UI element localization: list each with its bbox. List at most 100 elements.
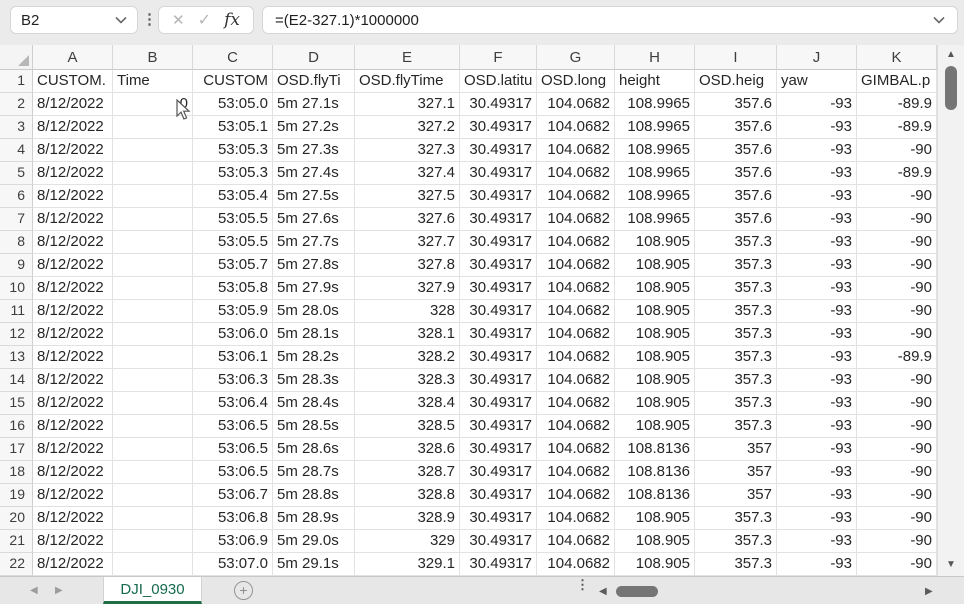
cell-G8[interactable]: 104.0682 — [537, 231, 615, 254]
cell-H20[interactable]: 108.905 — [615, 507, 695, 530]
cell-K1[interactable]: GIMBAL.p — [857, 70, 937, 93]
cell-I18[interactable]: 357 — [695, 461, 777, 484]
cell-H2[interactable]: 108.9965 — [615, 93, 695, 116]
cell-C16[interactable]: 53:06.5 — [193, 415, 273, 438]
row-header-18[interactable]: 18 — [0, 461, 33, 484]
cell-F6[interactable]: 30.49317 — [460, 185, 537, 208]
cell-B7[interactable] — [113, 208, 193, 231]
row-header-9[interactable]: 9 — [0, 254, 33, 277]
cell-D22[interactable]: 5m 29.1s — [273, 553, 355, 576]
cell-F17[interactable]: 30.49317 — [460, 438, 537, 461]
cell-J7[interactable]: -93 — [777, 208, 857, 231]
cell-A9[interactable]: 8/12/2022 — [33, 254, 113, 277]
cell-D3[interactable]: 5m 27.2s — [273, 116, 355, 139]
column-header-K[interactable]: K — [857, 45, 937, 70]
row-header-19[interactable]: 19 — [0, 484, 33, 507]
cell-K8[interactable]: -90 — [857, 231, 937, 254]
cell-D11[interactable]: 5m 28.0s — [273, 300, 355, 323]
cell-E3[interactable]: 327.2 — [355, 116, 460, 139]
cell-E8[interactable]: 327.7 — [355, 231, 460, 254]
cell-F14[interactable]: 30.49317 — [460, 369, 537, 392]
cell-H5[interactable]: 108.9965 — [615, 162, 695, 185]
cell-H17[interactable]: 108.8136 — [615, 438, 695, 461]
cell-J19[interactable]: -93 — [777, 484, 857, 507]
cell-G11[interactable]: 104.0682 — [537, 300, 615, 323]
row-header-4[interactable]: 4 — [0, 139, 33, 162]
cell-G12[interactable]: 104.0682 — [537, 323, 615, 346]
cell-F20[interactable]: 30.49317 — [460, 507, 537, 530]
cell-H15[interactable]: 108.905 — [615, 392, 695, 415]
cell-J18[interactable]: -93 — [777, 461, 857, 484]
cell-D8[interactable]: 5m 27.7s — [273, 231, 355, 254]
cell-B4[interactable] — [113, 139, 193, 162]
cell-E16[interactable]: 328.5 — [355, 415, 460, 438]
cell-K20[interactable]: -90 — [857, 507, 937, 530]
cell-H8[interactable]: 108.905 — [615, 231, 695, 254]
cell-H10[interactable]: 108.905 — [615, 277, 695, 300]
cell-I11[interactable]: 357.3 — [695, 300, 777, 323]
vertical-scrollbar-thumb[interactable] — [945, 66, 957, 110]
cell-B10[interactable] — [113, 277, 193, 300]
cell-B12[interactable] — [113, 323, 193, 346]
row-header-13[interactable]: 13 — [0, 346, 33, 369]
cancel-entry-icon[interactable]: ✕ — [172, 12, 185, 29]
cell-C19[interactable]: 53:06.7 — [193, 484, 273, 507]
cell-E12[interactable]: 328.1 — [355, 323, 460, 346]
cell-G18[interactable]: 104.0682 — [537, 461, 615, 484]
new-sheet-icon[interactable]: + — [234, 581, 253, 600]
cell-K5[interactable]: -89.9 — [857, 162, 937, 185]
cell-C11[interactable]: 53:05.9 — [193, 300, 273, 323]
cell-D15[interactable]: 5m 28.4s — [273, 392, 355, 415]
cell-A5[interactable]: 8/12/2022 — [33, 162, 113, 185]
cell-I8[interactable]: 357.3 — [695, 231, 777, 254]
toolbar-drag-handle-icon[interactable]: ⋮ — [142, 11, 157, 28]
cell-G1[interactable]: OSD.long — [537, 70, 615, 93]
cell-F19[interactable]: 30.49317 — [460, 484, 537, 507]
row-header-8[interactable]: 8 — [0, 231, 33, 254]
cell-E10[interactable]: 327.9 — [355, 277, 460, 300]
cell-I17[interactable]: 357 — [695, 438, 777, 461]
next-sheet-icon[interactable]: ▶ — [55, 585, 63, 596]
cell-B8[interactable] — [113, 231, 193, 254]
cell-K15[interactable]: -90 — [857, 392, 937, 415]
cell-J11[interactable]: -93 — [777, 300, 857, 323]
cell-C9[interactable]: 53:05.7 — [193, 254, 273, 277]
cell-F12[interactable]: 30.49317 — [460, 323, 537, 346]
cell-A3[interactable]: 8/12/2022 — [33, 116, 113, 139]
cell-F15[interactable]: 30.49317 — [460, 392, 537, 415]
cell-A13[interactable]: 8/12/2022 — [33, 346, 113, 369]
row-header-22[interactable]: 22 — [0, 553, 33, 576]
select-all-corner[interactable] — [0, 45, 33, 70]
cell-H6[interactable]: 108.9965 — [615, 185, 695, 208]
row-header-15[interactable]: 15 — [0, 392, 33, 415]
cell-A22[interactable]: 8/12/2022 — [33, 553, 113, 576]
horizontal-scrollbar-thumb[interactable] — [616, 586, 658, 597]
cell-C3[interactable]: 53:05.1 — [193, 116, 273, 139]
cell-D13[interactable]: 5m 28.2s — [273, 346, 355, 369]
cell-I21[interactable]: 357.3 — [695, 530, 777, 553]
cell-I14[interactable]: 357.3 — [695, 369, 777, 392]
cell-J20[interactable]: -93 — [777, 507, 857, 530]
cell-E7[interactable]: 327.6 — [355, 208, 460, 231]
cell-A8[interactable]: 8/12/2022 — [33, 231, 113, 254]
cell-G16[interactable]: 104.0682 — [537, 415, 615, 438]
column-header-A[interactable]: A — [33, 45, 113, 70]
previous-sheet-icon[interactable]: ◀ — [30, 585, 38, 596]
cell-J1[interactable]: yaw — [777, 70, 857, 93]
row-header-21[interactable]: 21 — [0, 530, 33, 553]
cell-C2[interactable]: 53:05.0 — [193, 93, 273, 116]
cell-J6[interactable]: -93 — [777, 185, 857, 208]
cell-G14[interactable]: 104.0682 — [537, 369, 615, 392]
cell-K17[interactable]: -90 — [857, 438, 937, 461]
cell-E6[interactable]: 327.5 — [355, 185, 460, 208]
cell-E19[interactable]: 328.8 — [355, 484, 460, 507]
cell-F22[interactable]: 30.49317 — [460, 553, 537, 576]
cell-A11[interactable]: 8/12/2022 — [33, 300, 113, 323]
cell-D14[interactable]: 5m 28.3s — [273, 369, 355, 392]
cell-K4[interactable]: -90 — [857, 139, 937, 162]
cell-B11[interactable] — [113, 300, 193, 323]
column-header-J[interactable]: J — [777, 45, 857, 70]
cell-K2[interactable]: -89.9 — [857, 93, 937, 116]
cell-I13[interactable]: 357.3 — [695, 346, 777, 369]
cell-J22[interactable]: -93 — [777, 553, 857, 576]
